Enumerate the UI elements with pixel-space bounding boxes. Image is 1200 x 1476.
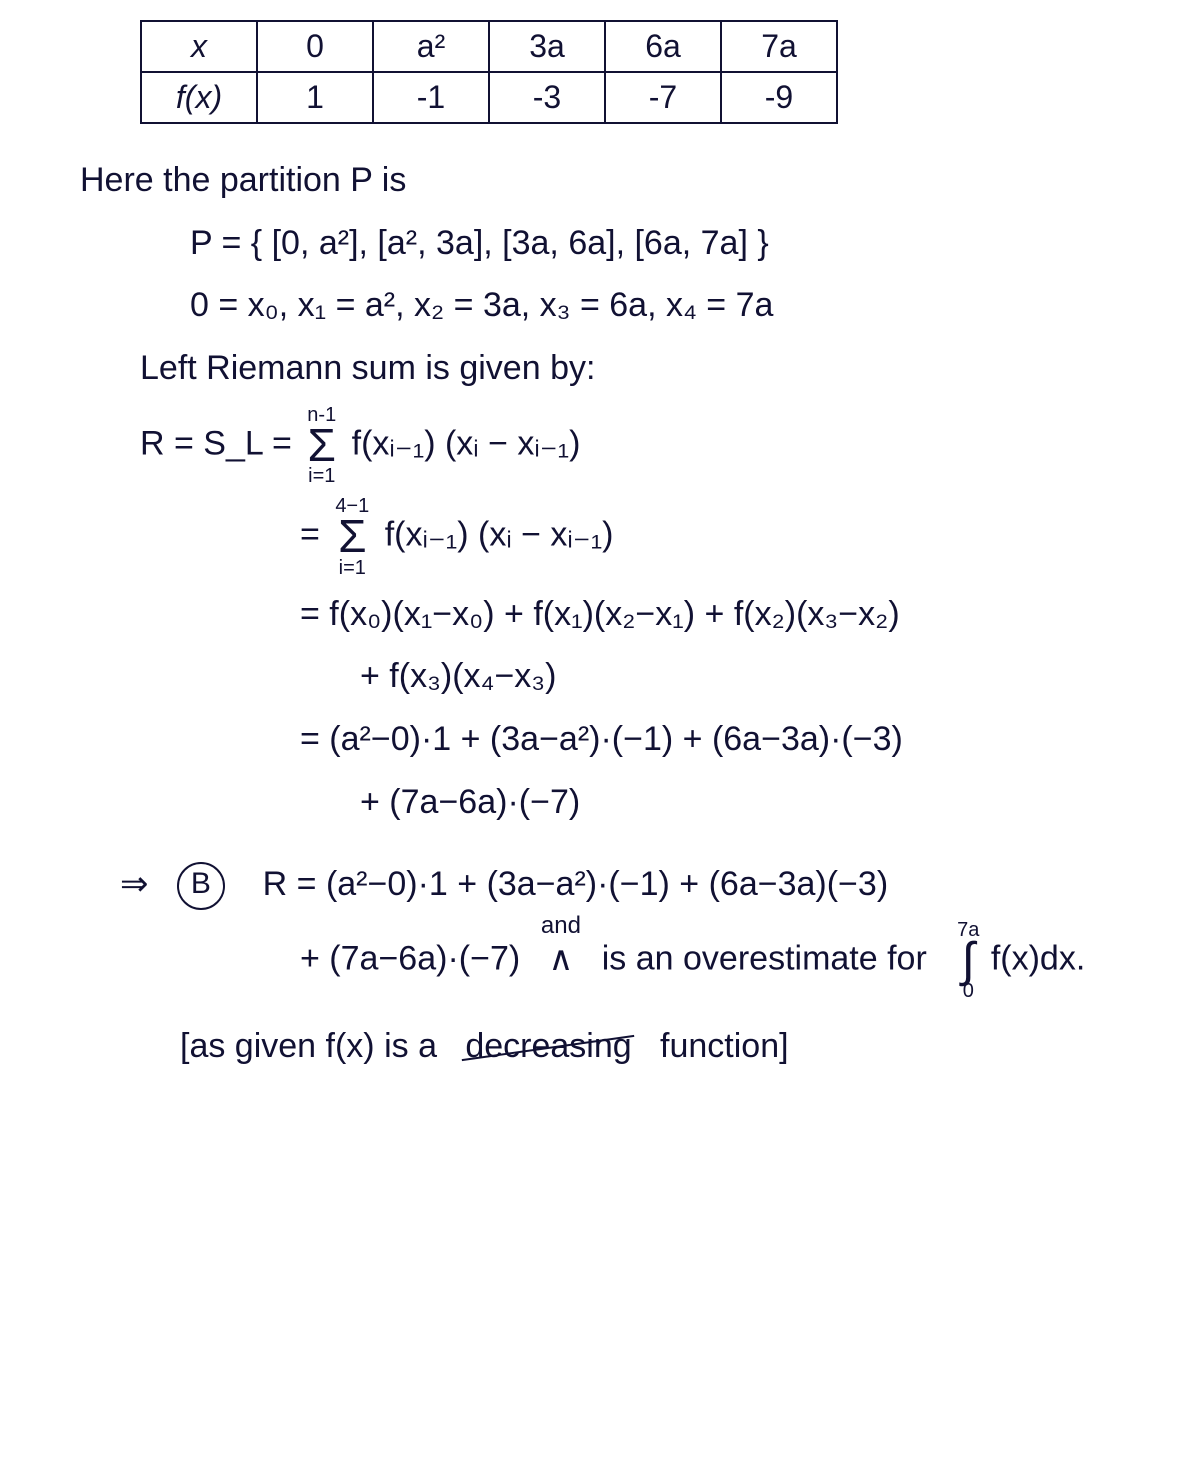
reason-open: [as given f(x) is a [180, 1027, 437, 1065]
and-caret: and ∧ [549, 933, 574, 986]
reason-line: [as given f(x) is a decreasing function] [180, 1020, 1150, 1073]
x-values: 0 = x₀, x₁ = a², x₂ = 3a, x₃ = 6a, x₄ = … [190, 279, 1150, 332]
table-row: f(x) 1 -1 -3 -7 -9 [141, 72, 837, 123]
expansion-2a: = (a²−0)·1 + (3a−a²)·(−1) + (6a−3a)·(−3) [300, 713, 1150, 766]
table-row: x 0 a² 3a 6a 7a [141, 21, 837, 72]
left-sum-label: Left Riemann sum is given by: [140, 342, 1150, 395]
table-cell: 0 [257, 21, 373, 72]
final-eq-b-pre: + (7a−6a)·(−7) [300, 940, 520, 978]
table-cell: -9 [721, 72, 837, 123]
conclusion-line-1: ⇒ B R = (a²−0)·1 + (3a−a²)·(−1) + (6a−3a… [120, 858, 1150, 911]
sum-body: f(xᵢ₋₁) (xᵢ − xᵢ₋₁) [385, 516, 614, 554]
sum-body: f(xᵢ₋₁) (xᵢ − xᵢ₋₁) [352, 424, 581, 462]
table-cell: -7 [605, 72, 721, 123]
intro-text: Here the partition P is [80, 154, 1150, 207]
sigma-icon: 4−1 Σ i=1 [335, 496, 369, 577]
table-cell: a² [373, 21, 489, 72]
reason-strike: decreasing [465, 1020, 631, 1073]
table-cell: 1 [257, 72, 373, 123]
table-cell: -3 [489, 72, 605, 123]
reason-close: function] [660, 1027, 789, 1065]
arrow-icon: ⇒ [120, 865, 149, 903]
overestimate-text: is an overestimate for [602, 940, 927, 978]
table-cell: f(x) [141, 72, 257, 123]
table-cell: x [141, 21, 257, 72]
riemann-eq-2: = 4−1 Σ i=1 f(xᵢ₋₁) (xᵢ − xᵢ₋₁) [300, 496, 1150, 577]
answer-circle: B [177, 862, 225, 910]
expansion-2b: + (7a−6a)·(−7) [360, 776, 1150, 829]
page-root: x 0 a² 3a 6a 7a f(x) 1 -1 -3 -7 -9 Here … [0, 0, 1200, 1476]
expansion-1a: = f(x₀)(x₁−x₀) + f(x₁)(x₂−x₁) + f(x₂)(x₃… [300, 588, 1150, 641]
table-cell: 3a [489, 21, 605, 72]
values-table: x 0 a² 3a 6a 7a f(x) 1 -1 -3 -7 -9 [140, 20, 838, 124]
sigma-icon: n-1 Σ i=1 [307, 405, 336, 486]
final-eq-a: R = (a²−0)·1 + (3a−a²)·(−1) + (6a−3a)(−3… [263, 865, 889, 903]
partition-def: P = { [0, a²], [a², 3a], [3a, 6a], [6a, … [190, 217, 1150, 270]
integrand: f(x)dx. [991, 940, 1085, 978]
table-cell: 6a [605, 21, 721, 72]
conclusion-line-2: + (7a−6a)·(−7) and ∧ is an overestimate … [300, 921, 1150, 1000]
table-cell: 7a [721, 21, 837, 72]
expansion-1b: + f(x₃)(x₄−x₃) [360, 650, 1150, 703]
eq-lhs: R = S_L = [140, 424, 292, 462]
integral-icon: 7a ∫ 0 [957, 921, 979, 1000]
riemann-eq-1: R = S_L = n-1 Σ i=1 f(xᵢ₋₁) (xᵢ − xᵢ₋₁) [140, 405, 1150, 486]
table-cell: -1 [373, 72, 489, 123]
